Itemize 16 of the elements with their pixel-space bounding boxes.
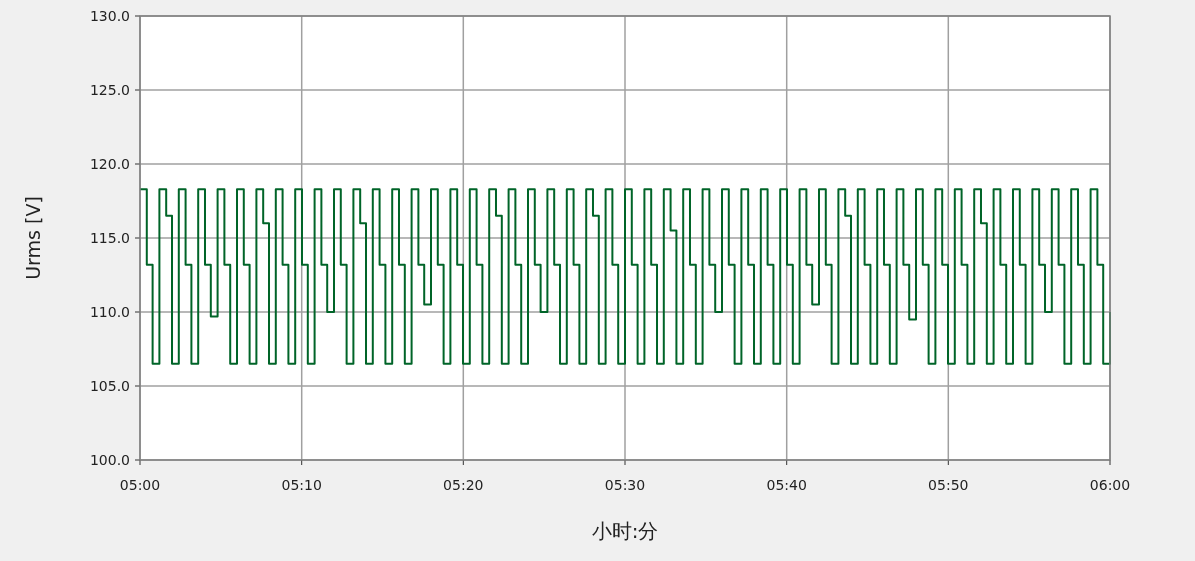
- y-tick-label: 125.0: [89, 82, 130, 98]
- y-axis-title: Urms [V]: [22, 196, 44, 280]
- y-tick-label: 100.0: [89, 452, 130, 468]
- y-tick-label: 120.0: [89, 156, 130, 172]
- x-tick-label: 05:00: [119, 477, 161, 493]
- y-tick-label: 110.0: [89, 304, 130, 320]
- x-tick-label: 06:00: [1089, 477, 1131, 493]
- y-tick-label: 115.0: [89, 230, 130, 246]
- y-tick-label: 130.0: [89, 8, 130, 24]
- x-axis-title: 小时:分: [591, 519, 659, 543]
- x-tick-label: 05:50: [928, 477, 969, 493]
- x-tick-label: 05:30: [604, 477, 646, 493]
- y-tick-label: 105.0: [89, 378, 130, 394]
- x-tick-label: 05:40: [766, 477, 807, 493]
- x-tick-label: 05:10: [281, 477, 322, 493]
- x-tick-label: 05:20: [443, 477, 484, 493]
